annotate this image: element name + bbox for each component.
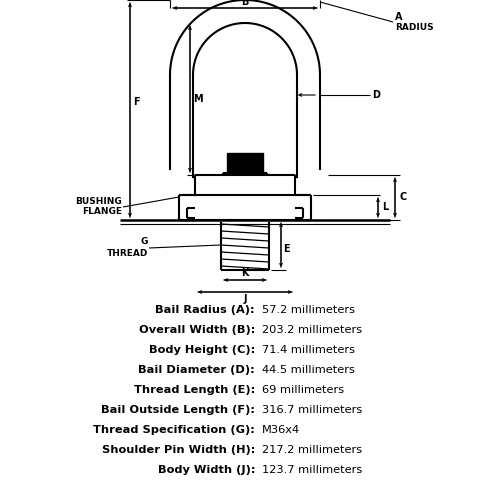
- Text: E: E: [283, 244, 290, 254]
- Text: 217.2 millimeters: 217.2 millimeters: [262, 445, 362, 455]
- Text: L: L: [382, 202, 388, 212]
- Text: Bail Diameter (D):: Bail Diameter (D):: [138, 365, 255, 375]
- Text: 71.4 millimeters: 71.4 millimeters: [262, 345, 355, 355]
- Text: RADIUS: RADIUS: [395, 24, 434, 32]
- Text: D: D: [372, 90, 380, 100]
- Text: Bail Outside Length (F):: Bail Outside Length (F):: [101, 405, 255, 415]
- Text: 123.7 millimeters: 123.7 millimeters: [262, 465, 362, 475]
- Text: Body Height (C):: Body Height (C):: [149, 345, 255, 355]
- Text: C: C: [399, 192, 406, 202]
- Text: 203.2 millimeters: 203.2 millimeters: [262, 325, 362, 335]
- Text: FLANGE: FLANGE: [82, 208, 122, 216]
- Text: F: F: [133, 97, 140, 107]
- Text: 69 millimeters: 69 millimeters: [262, 385, 344, 395]
- Text: 44.5 millimeters: 44.5 millimeters: [262, 365, 355, 375]
- Text: B: B: [242, 0, 248, 7]
- Text: M: M: [193, 94, 202, 104]
- Text: J: J: [243, 294, 247, 304]
- Text: BUSHING: BUSHING: [75, 196, 122, 205]
- Text: Body Width (J):: Body Width (J):: [158, 465, 255, 475]
- Text: 57.2 millimeters: 57.2 millimeters: [262, 305, 355, 315]
- Text: THREAD: THREAD: [106, 248, 148, 258]
- Text: A: A: [395, 12, 402, 22]
- Text: Thread Specification (G):: Thread Specification (G):: [93, 425, 255, 435]
- Text: 316.7 millimeters: 316.7 millimeters: [262, 405, 362, 415]
- Text: Bail Radius (A):: Bail Radius (A):: [156, 305, 255, 315]
- Text: G: G: [140, 238, 148, 246]
- Text: Overall Width (B):: Overall Width (B):: [138, 325, 255, 335]
- Text: Shoulder Pin Width (H):: Shoulder Pin Width (H):: [102, 445, 255, 455]
- Text: Thread Length (E):: Thread Length (E):: [134, 385, 255, 395]
- Text: M36x4: M36x4: [262, 425, 300, 435]
- Bar: [227, 153, 263, 173]
- Text: K: K: [241, 268, 249, 278]
